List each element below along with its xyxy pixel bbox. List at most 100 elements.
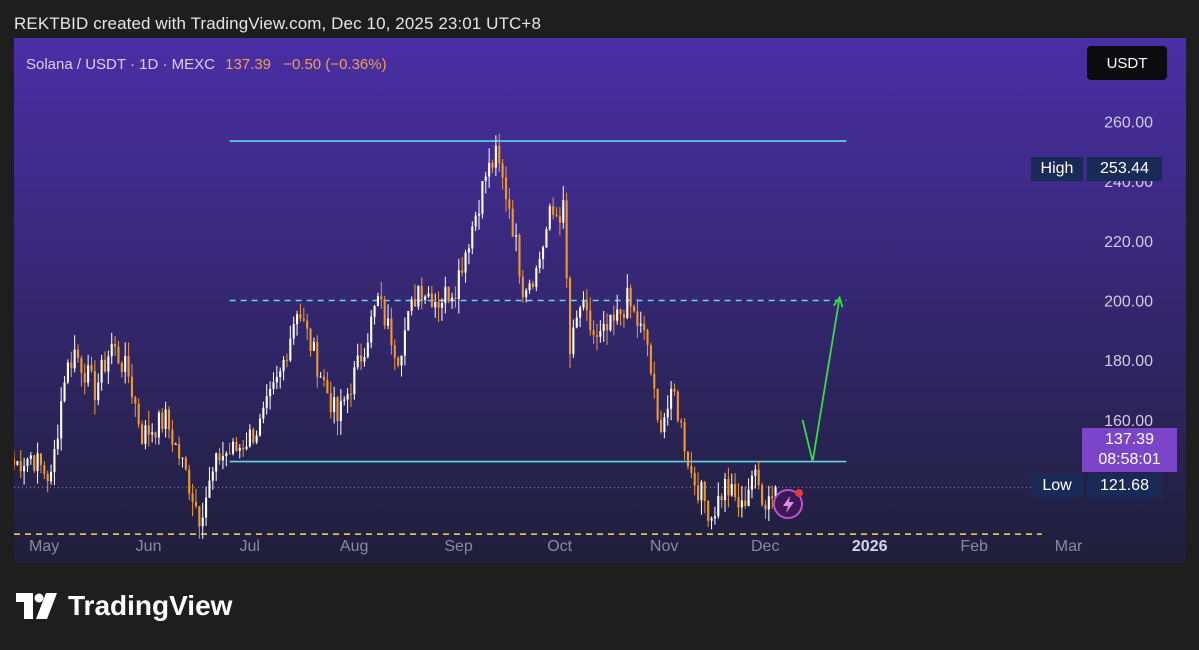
candle xyxy=(326,371,329,394)
candle xyxy=(403,317,406,366)
candle xyxy=(296,310,299,336)
candle xyxy=(366,333,369,359)
candle xyxy=(282,356,285,381)
candle xyxy=(437,291,440,322)
candle xyxy=(373,304,376,325)
candle xyxy=(43,460,46,480)
candle xyxy=(53,439,56,486)
candle xyxy=(16,460,19,466)
last-price-tag: 137.39 08:58:01 xyxy=(1082,428,1177,472)
candle xyxy=(215,452,218,481)
candle xyxy=(700,479,703,515)
candle xyxy=(589,297,592,336)
candle xyxy=(360,343,363,371)
candle xyxy=(349,383,353,408)
x-axis-tick-label: 2026 xyxy=(852,538,888,555)
currency-button[interactable]: USDT xyxy=(1087,46,1167,80)
candle xyxy=(353,361,356,400)
candle xyxy=(309,327,312,357)
candle xyxy=(568,276,572,368)
candle xyxy=(528,279,531,294)
candle xyxy=(29,452,32,465)
candle xyxy=(130,363,133,404)
candle xyxy=(36,442,39,484)
candle xyxy=(734,473,737,502)
candle xyxy=(636,298,639,338)
x-axis-tick-label: Jun xyxy=(136,538,162,555)
candle xyxy=(117,340,120,365)
candle xyxy=(319,371,322,378)
candle xyxy=(299,303,302,322)
candle xyxy=(285,353,288,368)
candle xyxy=(582,291,585,311)
lightning-icon[interactable] xyxy=(773,489,803,519)
chart-credit-header: REKTBID created with TradingView.com, De… xyxy=(14,14,542,33)
candle xyxy=(73,335,76,373)
candle xyxy=(83,363,86,395)
tradingview-logo[interactable]: TradingView xyxy=(16,590,232,622)
candle xyxy=(697,472,700,504)
candle xyxy=(302,308,305,323)
y-axis-tick-label: 200.00 xyxy=(1104,294,1153,311)
candle xyxy=(565,192,568,288)
candle xyxy=(602,310,605,342)
candle xyxy=(103,351,107,374)
candle xyxy=(110,332,113,365)
candle xyxy=(686,451,689,470)
candle xyxy=(451,292,454,309)
candle xyxy=(585,289,588,322)
candle xyxy=(484,171,487,194)
candle xyxy=(46,470,49,493)
candle xyxy=(393,339,396,371)
candle xyxy=(387,304,390,330)
x-axis-tick-label: Feb xyxy=(960,538,988,555)
projection-arrow[interactable] xyxy=(801,297,841,462)
candle xyxy=(430,285,433,308)
candle xyxy=(363,348,366,367)
candle xyxy=(39,452,43,474)
candle xyxy=(579,305,582,328)
legend-price: 137.39 xyxy=(225,56,272,73)
candle xyxy=(154,431,157,445)
candle xyxy=(754,464,757,489)
candle xyxy=(616,294,619,325)
candle xyxy=(515,223,518,252)
price-chart[interactable]: 160.00180.00200.00220.00240.00260.00280.… xyxy=(14,38,1186,563)
candle xyxy=(245,432,248,451)
candle xyxy=(390,307,393,355)
candle xyxy=(370,310,373,349)
y-axis-tick-label: 260.00 xyxy=(1104,115,1153,132)
candle xyxy=(730,473,733,497)
candle xyxy=(124,342,127,384)
candle xyxy=(248,424,251,448)
candle xyxy=(474,211,477,232)
candle xyxy=(161,408,164,433)
candle xyxy=(511,199,514,238)
candle xyxy=(663,412,666,439)
low-label-tag: Low xyxy=(1031,474,1083,498)
chart-area[interactable]: 160.00180.00200.00220.00240.00260.00280.… xyxy=(14,38,1186,563)
candle xyxy=(609,314,612,332)
candle xyxy=(252,427,255,445)
candle xyxy=(723,472,727,513)
candle xyxy=(457,258,460,314)
candle xyxy=(208,466,211,499)
candle xyxy=(683,418,686,461)
candle xyxy=(50,464,53,485)
low-value-tag: 121.68 xyxy=(1087,474,1162,498)
candle xyxy=(336,396,339,436)
candle xyxy=(471,221,474,255)
candle xyxy=(481,180,484,219)
candle xyxy=(76,344,80,363)
candle xyxy=(659,410,663,434)
legend-change: −0.50 (−0.36%) xyxy=(283,56,387,73)
candle xyxy=(693,466,696,496)
candle xyxy=(477,200,481,230)
candle xyxy=(545,226,548,249)
candle xyxy=(19,450,22,479)
candle xyxy=(144,420,147,450)
candle xyxy=(221,441,224,470)
countdown-value: 08:58:01 xyxy=(1098,451,1161,468)
candle xyxy=(97,373,100,406)
candle xyxy=(181,457,184,468)
